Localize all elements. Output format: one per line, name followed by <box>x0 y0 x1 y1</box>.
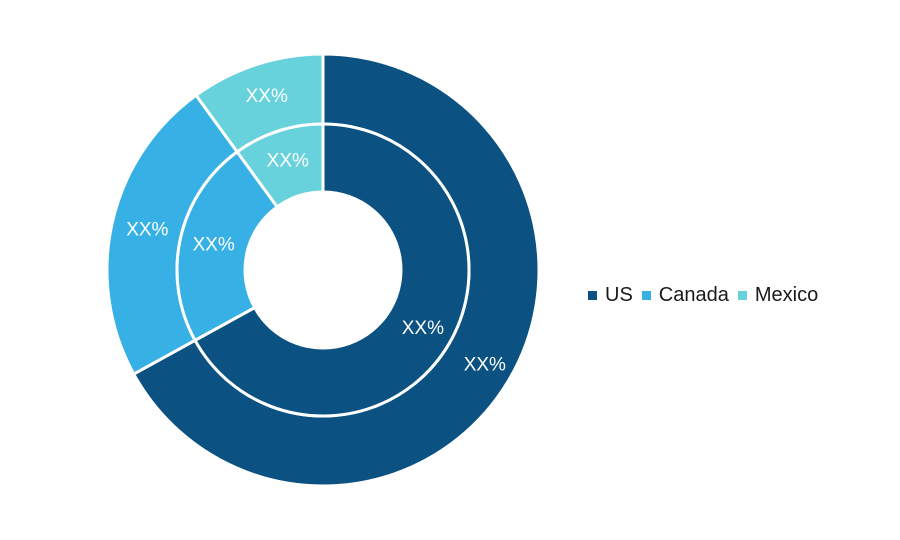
outer-ring-label-canada: XX% <box>126 220 168 241</box>
inner-ring-slice-mexico <box>235 122 325 209</box>
legend-label-mexico: Mexico <box>754 284 819 306</box>
legend-swatch-canada <box>641 291 651 300</box>
legend-label-canada: Canada <box>658 284 729 306</box>
inner-ring-label-canada: XX% <box>193 235 235 256</box>
outer-ring-label-us: XX% <box>464 355 506 376</box>
legend-item-us: US <box>588 284 633 307</box>
inner-ring-label-us: XX% <box>402 318 444 339</box>
legend-item-canada: Canada <box>641 284 729 307</box>
legend-swatch-mexico <box>737 291 747 300</box>
legend-item-mexico: Mexico <box>737 284 819 307</box>
legend: US Canada Mexico <box>588 284 827 307</box>
outer-ring-label-mexico: XX% <box>246 86 288 107</box>
legend-label-us: US <box>605 284 633 306</box>
inner-ring-label-mexico: XX% <box>267 151 309 172</box>
legend-swatch-us <box>588 291 597 300</box>
inner-ring-slice-canada <box>175 149 280 343</box>
inner-ring-slice-us <box>193 122 471 418</box>
